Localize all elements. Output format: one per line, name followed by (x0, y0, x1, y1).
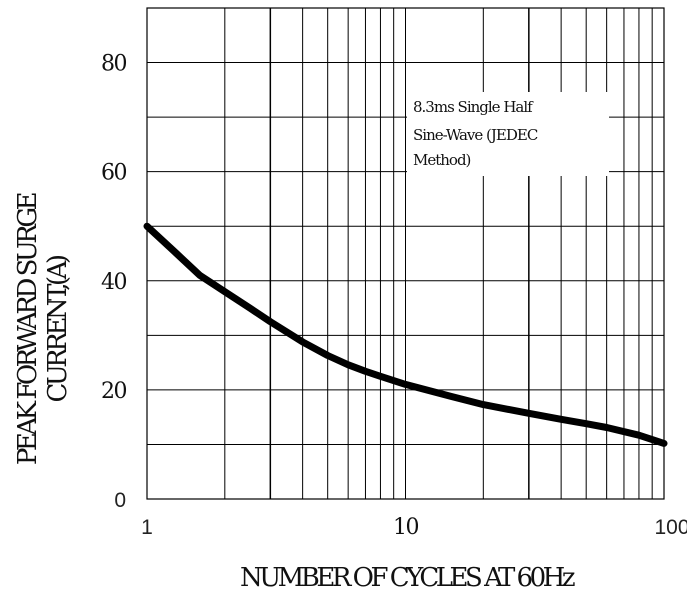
y-axis-title-line-2: CURRENT,(A) (43, 255, 73, 402)
annotation-line-3: Method) (413, 151, 471, 169)
y-tick-label: 0 (114, 489, 126, 512)
x-tick-labels: 1 10 100 (141, 515, 687, 540)
y-tick-label: 60 (101, 161, 126, 186)
series-line (143, 222, 668, 447)
y-axis-title: PEAK FORWARD SURGE CURRENT,(A) (13, 193, 73, 465)
plot-frame (146, 7, 665, 500)
annotation-text: 8.3ms Single Half Sine-Wave (JEDEC Metho… (413, 98, 541, 169)
x-tick-label: 100 (654, 516, 687, 539)
y-tick-label: 80 (101, 52, 126, 77)
annotation-box (407, 92, 609, 176)
y-tick-labels: 0 20 40 60 80 (101, 52, 128, 512)
x-axis-title: NUMBER OF CYCLES AT 60Hz (240, 563, 575, 593)
annotation-line-2: Sine-Wave (JEDEC (413, 126, 538, 144)
y-tick-label: 40 (101, 270, 126, 295)
y-tick-label: 20 (101, 379, 126, 404)
annotation-line-1: 8.3ms Single Half (413, 98, 534, 116)
x-tick-label: 1 (141, 516, 153, 539)
grid-lines (146, 8, 664, 499)
x-tick-label: 10 (393, 515, 418, 540)
y-axis-title-line-1: PEAK FORWARD SURGE (13, 193, 43, 465)
